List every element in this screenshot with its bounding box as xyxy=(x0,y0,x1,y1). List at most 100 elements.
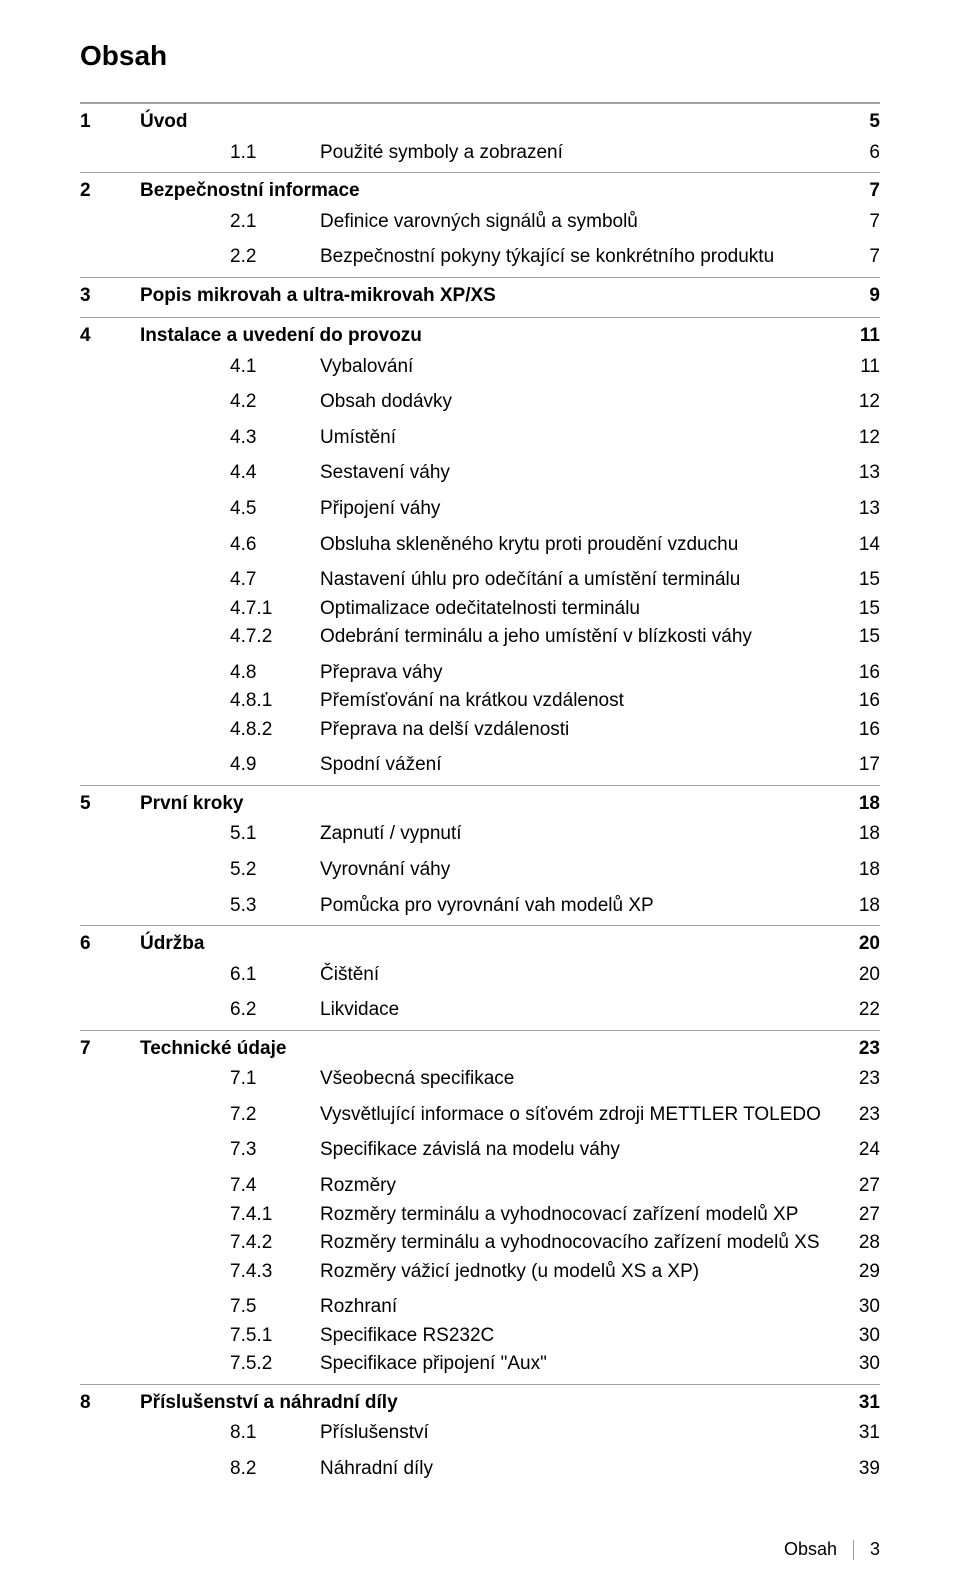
toc-entry-title: Optimalizace odečitatelnosti terminálu xyxy=(320,595,840,623)
page: Obsah 1Úvod51.1Použité symboly a zobraze… xyxy=(0,0,960,1596)
toc-entry-number: 4.2 xyxy=(80,388,320,416)
toc-chapter-title: První kroky xyxy=(140,790,840,818)
toc-subsub-row: 4.8.2Přeprava na delší vzdálenosti16 xyxy=(80,716,880,744)
toc-entry-number: 4.6 xyxy=(80,531,320,559)
toc-subsub-row: 7.4.3Rozměry vážicí jednotky (u modelů X… xyxy=(80,1258,880,1286)
toc-entry-title: Umístění xyxy=(320,424,840,452)
toc-sub-row: 8.2Náhradní díly39 xyxy=(80,1455,880,1483)
toc-entry-page: 18 xyxy=(840,892,880,920)
toc-subsub-row: 4.7.1Optimalizace odečitatelnosti termin… xyxy=(80,595,880,623)
toc-entry-number: 8.1 xyxy=(80,1419,320,1447)
toc-entry-page: 27 xyxy=(840,1201,880,1229)
toc-entry-number: 4.7.2 xyxy=(80,623,320,651)
toc-entry-title: Specifikace RS232C xyxy=(320,1322,840,1350)
toc-entry-page: 23 xyxy=(840,1101,880,1129)
toc-entry-page: 13 xyxy=(840,459,880,487)
toc-entry-page: 30 xyxy=(840,1322,880,1350)
toc-sub-row: 4.3Umístění12 xyxy=(80,424,880,452)
toc-sub-row: 4.8Přeprava váhy16 xyxy=(80,659,880,687)
toc-entry-page: 28 xyxy=(840,1229,880,1257)
toc-chapter-title: Bezpečnostní informace xyxy=(140,177,840,205)
toc-entry-page: 17 xyxy=(840,751,880,779)
toc-entry-page: 12 xyxy=(840,424,880,452)
toc-sub-row: 4.5Připojení váhy13 xyxy=(80,495,880,523)
toc-entry-number: 4.7.1 xyxy=(80,595,320,623)
toc-chapter-number: 6 xyxy=(80,930,140,958)
toc-sub-row: 7.3Specifikace závislá na modelu váhy24 xyxy=(80,1136,880,1164)
toc-list: 1Úvod51.1Použité symboly a zobrazení62Be… xyxy=(80,102,880,1482)
toc-entry-page: 30 xyxy=(840,1350,880,1378)
toc-entry-number: 2.2 xyxy=(80,243,320,271)
footer-page-number: 3 xyxy=(870,1539,880,1560)
toc-entry-title: Náhradní díly xyxy=(320,1455,840,1483)
toc-entry-title: Přeprava váhy xyxy=(320,659,840,687)
toc-entry-page: 18 xyxy=(840,820,880,848)
toc-entry-number: 4.4 xyxy=(80,459,320,487)
toc-entry-number: 4.9 xyxy=(80,751,320,779)
toc-entry-page: 20 xyxy=(840,961,880,989)
toc-subsub-row: 4.8.1Přemísťování na krátkou vzdálenost1… xyxy=(80,687,880,715)
toc-entry-title: Příslušenství xyxy=(320,1419,840,1447)
toc-entry-number: 7.4 xyxy=(80,1172,320,1200)
toc-chapter-title: Technické údaje xyxy=(140,1035,840,1063)
toc-subsub-row: 7.5.1Specifikace RS232C30 xyxy=(80,1322,880,1350)
toc-entry-number: 5.3 xyxy=(80,892,320,920)
toc-entry-page: 15 xyxy=(840,623,880,651)
toc-entry-number: 7.4.2 xyxy=(80,1229,320,1257)
toc-sub-row: 2.1Definice varovných signálů a symbolů7 xyxy=(80,208,880,236)
toc-entry-page: 24 xyxy=(840,1136,880,1164)
toc-title: Obsah xyxy=(80,40,880,72)
toc-chapter-number: 4 xyxy=(80,322,140,350)
toc-subsub-row: 7.4.1Rozměry terminálu a vyhodnocovací z… xyxy=(80,1201,880,1229)
toc-entry-number: 7.5.1 xyxy=(80,1322,320,1350)
toc-chapter-number: 5 xyxy=(80,790,140,818)
toc-entry-page: 15 xyxy=(840,595,880,623)
toc-chapter-title: Příslušenství a náhradní díly xyxy=(140,1389,840,1417)
toc-entry-page: 27 xyxy=(840,1172,880,1200)
footer-label: Obsah xyxy=(784,1539,837,1560)
toc-entry-page: 13 xyxy=(840,495,880,523)
toc-entry-title: Použité symboly a zobrazení xyxy=(320,139,840,167)
toc-entry-page: 7 xyxy=(840,208,880,236)
toc-sub-row: 5.3Pomůcka pro vyrovnání vah modelů XP18 xyxy=(80,892,880,920)
toc-chapter-page: 31 xyxy=(840,1389,880,1417)
toc-entry-page: 29 xyxy=(840,1258,880,1286)
toc-entry-title: Připojení váhy xyxy=(320,495,840,523)
toc-entry-title: Pomůcka pro vyrovnání vah modelů XP xyxy=(320,892,840,920)
toc-entry-number: 7.1 xyxy=(80,1065,320,1093)
toc-entry-number: 4.1 xyxy=(80,353,320,381)
toc-sub-row: 5.1Zapnutí / vypnutí18 xyxy=(80,820,880,848)
toc-entry-number: 2.1 xyxy=(80,208,320,236)
toc-entry-number: 1.1 xyxy=(80,139,320,167)
toc-sub-row: 6.1Čištění20 xyxy=(80,961,880,989)
toc-entry-title: Všeobecná specifikace xyxy=(320,1065,840,1093)
toc-entry-number: 4.3 xyxy=(80,424,320,452)
toc-entry-title: Sestavení váhy xyxy=(320,459,840,487)
footer-separator xyxy=(853,1540,854,1560)
toc-chapter-number: 7 xyxy=(80,1035,140,1063)
toc-chapter-page: 7 xyxy=(840,177,880,205)
toc-entry-number: 7.5 xyxy=(80,1293,320,1321)
toc-chapter-page: 11 xyxy=(840,322,880,350)
toc-entry-number: 6.1 xyxy=(80,961,320,989)
toc-entry-number: 4.7 xyxy=(80,566,320,594)
toc-sub-row: 1.1Použité symboly a zobrazení6 xyxy=(80,139,880,167)
toc-entry-title: Bezpečnostní pokyny týkající se konkrétn… xyxy=(320,243,840,271)
toc-entry-title: Rozměry terminálu a vyhodnocovacího zaří… xyxy=(320,1229,840,1257)
toc-entry-number: 4.8.1 xyxy=(80,687,320,715)
toc-entry-title: Odebrání terminálu a jeho umístění v blí… xyxy=(320,623,840,651)
page-footer: Obsah 3 xyxy=(784,1539,880,1560)
toc-entry-title: Přemísťování na krátkou vzdálenost xyxy=(320,687,840,715)
toc-chapter-row: 8Příslušenství a náhradní díly31 xyxy=(80,1384,880,1419)
toc-entry-number: 7.4.1 xyxy=(80,1201,320,1229)
toc-entry-title: Vyrovnání váhy xyxy=(320,856,840,884)
toc-entry-title: Nastavení úhlu pro odečítání a umístění … xyxy=(320,566,840,594)
toc-chapter-page: 20 xyxy=(840,930,880,958)
toc-chapter-page: 23 xyxy=(840,1035,880,1063)
toc-entry-page: 22 xyxy=(840,996,880,1024)
toc-entry-number: 7.3 xyxy=(80,1136,320,1164)
toc-chapter-title: Popis mikrovah a ultra-mikrovah XP/XS xyxy=(140,282,840,310)
toc-entry-title: Likvidace xyxy=(320,996,840,1024)
toc-entry-page: 16 xyxy=(840,659,880,687)
toc-entry-title: Rozměry xyxy=(320,1172,840,1200)
